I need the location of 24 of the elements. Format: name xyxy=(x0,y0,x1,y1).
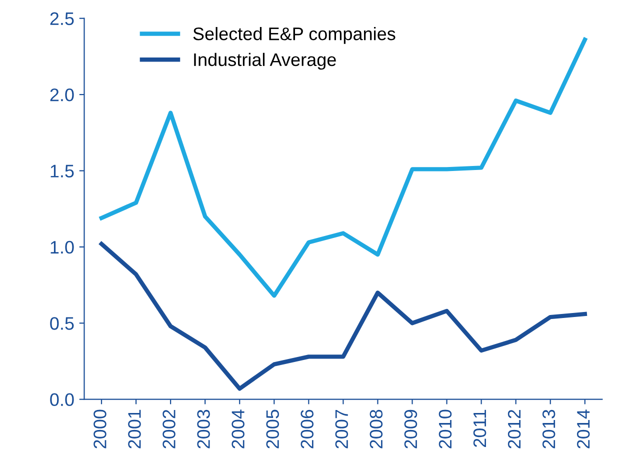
x-tick-label: 2000 xyxy=(94,410,106,448)
y-tick-label: 2.5 xyxy=(50,12,74,26)
x-tick-label: 2011 xyxy=(473,410,486,447)
x-tick-label: 2007 xyxy=(335,410,348,448)
y-tick-label: 2.0 xyxy=(50,88,74,102)
legend-label: Industrial Average xyxy=(194,52,336,70)
x-tick-label: 2013 xyxy=(542,410,556,448)
x-tick-label: 2010 xyxy=(438,410,452,448)
y-tick-label: 0.5 xyxy=(50,317,74,330)
y-tick-label: 1.5 xyxy=(50,164,74,178)
x-tick-label: 2009 xyxy=(404,410,418,448)
y-tick-label: 0.0 xyxy=(50,393,74,406)
line-series xyxy=(99,242,587,391)
x-tick-label: 2001 xyxy=(128,410,141,448)
x-tick-label: 2008 xyxy=(370,410,383,448)
x-tick-label: 2002 xyxy=(162,410,176,448)
legend-label: Selected E&P companies xyxy=(193,26,396,44)
x-tick-label: 2012 xyxy=(508,410,521,448)
x-tick-label: 2014 xyxy=(576,410,590,448)
x-tick-label: 2005 xyxy=(266,410,279,448)
x-tick-label: 2004 xyxy=(232,410,244,448)
y-tick-label: 1.0 xyxy=(50,240,74,254)
x-tick-label: 2006 xyxy=(300,410,314,448)
x-tick-label: 2003 xyxy=(197,410,210,448)
